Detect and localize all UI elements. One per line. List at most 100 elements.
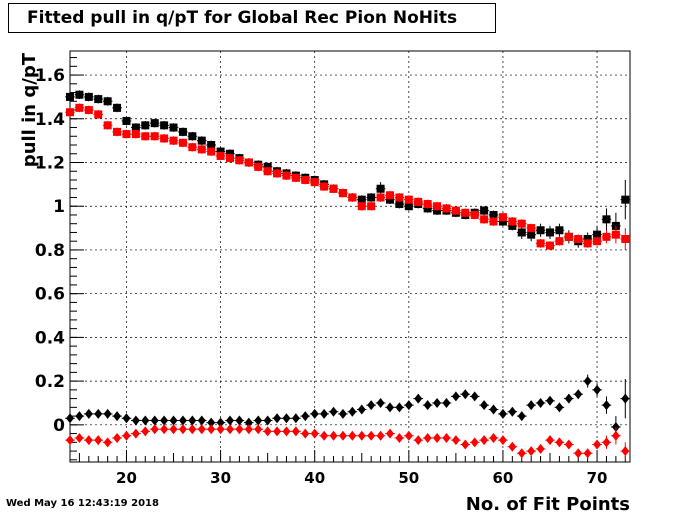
data-point bbox=[546, 395, 554, 406]
data-point bbox=[357, 202, 366, 211]
data-point bbox=[178, 127, 187, 136]
data-point bbox=[113, 432, 122, 443]
data-point bbox=[536, 397, 545, 408]
y-tick-label: 1 bbox=[53, 197, 65, 217]
data-point bbox=[367, 202, 376, 211]
data-point bbox=[517, 448, 526, 459]
data-point bbox=[291, 173, 300, 182]
data-point bbox=[66, 92, 74, 101]
data-point bbox=[282, 426, 291, 437]
data-point bbox=[150, 132, 159, 141]
data-point bbox=[329, 184, 338, 193]
data-point bbox=[564, 393, 573, 404]
grid-lines bbox=[70, 51, 630, 462]
data-point bbox=[404, 195, 413, 204]
data-point bbox=[291, 413, 300, 424]
data-point bbox=[602, 232, 611, 241]
data-point bbox=[150, 415, 159, 426]
data-point bbox=[263, 415, 272, 426]
data-point bbox=[320, 430, 329, 441]
data-point bbox=[207, 147, 216, 156]
data-point bbox=[461, 208, 470, 217]
data-point bbox=[621, 195, 630, 204]
data-point bbox=[583, 448, 592, 459]
data-point bbox=[395, 402, 404, 413]
data-point bbox=[583, 239, 592, 248]
data-point bbox=[357, 430, 366, 441]
data-point bbox=[348, 430, 357, 441]
data-point bbox=[254, 424, 263, 435]
data-point bbox=[188, 424, 197, 435]
data-point bbox=[75, 103, 84, 112]
data-point bbox=[197, 145, 206, 154]
data-point bbox=[395, 200, 404, 209]
data-point bbox=[386, 191, 394, 200]
data-point bbox=[113, 127, 122, 136]
data-point bbox=[216, 151, 225, 160]
data-point bbox=[103, 121, 112, 130]
data-point bbox=[489, 210, 498, 219]
data-point bbox=[395, 193, 404, 202]
data-point bbox=[555, 237, 564, 246]
data-point bbox=[574, 389, 583, 400]
data-point bbox=[536, 226, 545, 235]
data-point bbox=[602, 215, 611, 224]
data-point bbox=[546, 435, 554, 446]
data-point bbox=[160, 424, 169, 435]
data-point bbox=[555, 226, 564, 235]
x-tick-label: 70 bbox=[587, 469, 608, 487]
data-point bbox=[527, 400, 536, 411]
data-point bbox=[282, 171, 291, 180]
data-point bbox=[527, 224, 536, 233]
data-point bbox=[244, 417, 253, 428]
data-point bbox=[564, 439, 573, 450]
data-point bbox=[235, 424, 244, 435]
data-point bbox=[527, 230, 536, 239]
data-point bbox=[188, 143, 197, 152]
data-point bbox=[169, 123, 178, 132]
data-point bbox=[414, 435, 423, 446]
data-point bbox=[470, 391, 479, 402]
data-point bbox=[94, 435, 103, 446]
data-point bbox=[263, 426, 272, 437]
data-point bbox=[244, 424, 253, 435]
data-point bbox=[150, 424, 159, 435]
data-point bbox=[178, 138, 187, 147]
data-point bbox=[517, 411, 526, 422]
data-point bbox=[536, 443, 545, 454]
data-point bbox=[423, 432, 432, 443]
data-point bbox=[423, 200, 432, 209]
data-point bbox=[489, 217, 498, 226]
data-point bbox=[207, 424, 216, 435]
data-point bbox=[602, 437, 611, 448]
data-point bbox=[508, 406, 517, 417]
data-point bbox=[367, 430, 376, 441]
x-tick-label: 30 bbox=[210, 469, 231, 487]
data-point bbox=[433, 202, 442, 211]
data-point bbox=[386, 402, 394, 413]
data-point bbox=[169, 415, 178, 426]
data-point bbox=[66, 413, 74, 424]
x-tick-label: 50 bbox=[398, 469, 419, 487]
data-point bbox=[131, 415, 140, 426]
data-point bbox=[593, 384, 602, 395]
data-point bbox=[621, 446, 630, 457]
data-point bbox=[611, 230, 620, 239]
x-tick-label: 40 bbox=[304, 469, 325, 487]
data-point bbox=[461, 389, 470, 400]
data-point bbox=[451, 435, 460, 446]
y-tick-label: 0.6 bbox=[35, 285, 65, 305]
data-point bbox=[451, 206, 460, 215]
data-point bbox=[404, 400, 413, 411]
data-point bbox=[386, 428, 394, 439]
data-point bbox=[169, 136, 178, 145]
data-point bbox=[404, 430, 413, 441]
data-point bbox=[207, 141, 216, 150]
data-point bbox=[75, 90, 84, 99]
data-point bbox=[433, 432, 442, 443]
series-2 bbox=[65, 103, 631, 250]
data-point bbox=[602, 400, 611, 411]
series-3 bbox=[65, 374, 631, 438]
data-point bbox=[508, 441, 517, 452]
